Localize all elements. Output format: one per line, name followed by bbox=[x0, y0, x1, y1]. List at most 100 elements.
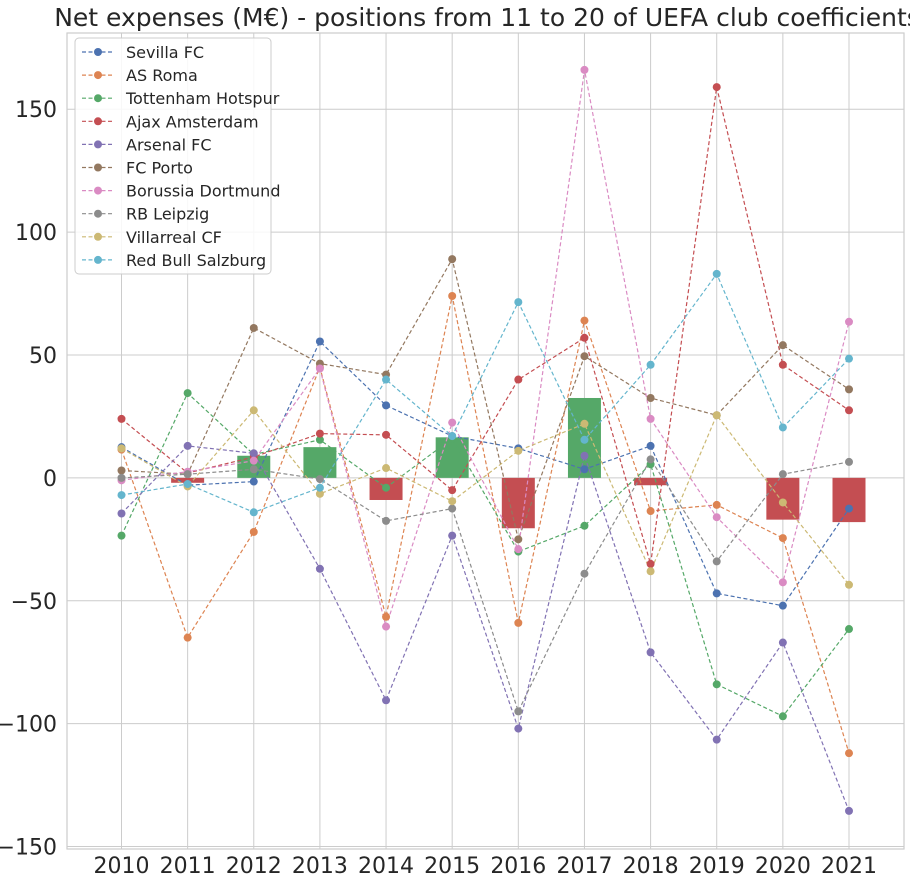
data-point bbox=[580, 316, 589, 325]
data-point bbox=[778, 423, 787, 432]
x-tick-label: 2012 bbox=[226, 854, 282, 879]
data-point bbox=[249, 456, 258, 465]
legend-label: Arsenal FC bbox=[126, 135, 212, 154]
legend-marker bbox=[94, 186, 102, 195]
data-point bbox=[845, 406, 853, 415]
data-point bbox=[580, 352, 589, 361]
data-point bbox=[845, 385, 853, 394]
x-axis-ticks: 2010 2011 2012 2013 2014 2015 2016 2017 2018 2019… bbox=[94, 854, 878, 879]
series-line bbox=[121, 272, 850, 513]
data-point bbox=[382, 464, 391, 473]
plot-frame bbox=[66, 32, 905, 850]
data-point bbox=[382, 696, 391, 705]
x-tick-label: 2018 bbox=[623, 854, 679, 879]
data-point bbox=[845, 580, 853, 589]
legend-label: Red Bull Salzburg bbox=[126, 251, 266, 270]
y-tick-label: −150 bbox=[0, 836, 57, 861]
data-point bbox=[448, 531, 457, 540]
data-point bbox=[514, 298, 523, 307]
x-tick-label: 2021 bbox=[821, 854, 877, 879]
grid bbox=[67, 33, 904, 849]
data-point bbox=[646, 441, 655, 450]
data-point bbox=[315, 364, 324, 373]
series-line bbox=[120, 392, 850, 718]
legend: Sevilla FC AS Roma Tottenham Hotspur Ajax A… bbox=[74, 37, 280, 275]
series-line bbox=[121, 340, 850, 607]
data-point bbox=[315, 429, 324, 438]
data-point bbox=[712, 589, 721, 598]
legend-marker bbox=[94, 71, 102, 80]
y-tick-label: 50 bbox=[29, 344, 57, 369]
legend-label: Tottenham Hotspur bbox=[125, 89, 280, 108]
x-tick-label: 2015 bbox=[424, 854, 480, 879]
legend-marker bbox=[94, 117, 102, 126]
y-tick-label: 0 bbox=[43, 467, 57, 492]
data-point bbox=[249, 527, 258, 536]
data-point bbox=[249, 477, 258, 486]
data-point bbox=[382, 612, 391, 621]
data-point bbox=[249, 465, 258, 474]
legend-label: Borussia Dortmund bbox=[126, 182, 280, 201]
legend-label: FC Porto bbox=[126, 159, 193, 178]
data-point bbox=[117, 491, 126, 500]
series-lines bbox=[120, 69, 850, 812]
data-point bbox=[845, 749, 853, 758]
bar bbox=[303, 447, 337, 478]
data-point bbox=[580, 521, 589, 530]
y-tick-label: 150 bbox=[15, 98, 57, 123]
bar bbox=[634, 477, 668, 486]
legend-marker bbox=[94, 48, 102, 56]
legend-label: Villarreal CF bbox=[126, 228, 222, 247]
data-point bbox=[249, 449, 258, 458]
data-point bbox=[183, 633, 192, 642]
x-tick-label: 2017 bbox=[556, 854, 612, 879]
data-point bbox=[580, 451, 589, 460]
x-tick-label: 2010 bbox=[94, 854, 150, 879]
data-point bbox=[580, 569, 589, 578]
series-line bbox=[121, 86, 850, 565]
legend-label: Ajax Amsterdam bbox=[126, 112, 259, 131]
data-point bbox=[778, 578, 787, 587]
y-tick-label: −50 bbox=[11, 590, 57, 615]
series-line bbox=[121, 257, 850, 542]
legend-marker bbox=[94, 94, 102, 103]
legend-marker bbox=[94, 163, 102, 172]
data-point bbox=[778, 470, 787, 479]
data-point bbox=[646, 360, 655, 369]
data-point bbox=[315, 435, 324, 444]
data-point bbox=[382, 516, 391, 525]
data-point bbox=[712, 680, 721, 689]
data-point bbox=[778, 638, 787, 647]
legend-marker bbox=[94, 255, 102, 264]
series-line bbox=[120, 295, 850, 754]
data-point bbox=[249, 323, 258, 332]
data-point bbox=[183, 441, 192, 450]
data-point bbox=[580, 333, 589, 342]
data-point bbox=[315, 564, 324, 573]
series-line bbox=[121, 409, 850, 586]
x-tick-label: 2011 bbox=[160, 854, 216, 879]
data-point bbox=[514, 446, 523, 455]
legend-label: Sevilla FC bbox=[126, 43, 204, 62]
y-tick-label: 100 bbox=[15, 221, 57, 246]
data-point bbox=[382, 401, 391, 410]
series-line bbox=[121, 445, 850, 812]
data-point bbox=[712, 557, 721, 566]
data-point bbox=[514, 618, 523, 627]
data-point bbox=[183, 480, 192, 489]
data-point bbox=[117, 531, 126, 540]
data-point bbox=[845, 806, 853, 815]
data-point bbox=[646, 455, 655, 464]
data-point bbox=[580, 65, 589, 74]
legend-box bbox=[74, 37, 272, 275]
data-point bbox=[448, 432, 457, 441]
legend-label: RB Leipzig bbox=[126, 205, 209, 224]
data-point bbox=[382, 375, 391, 384]
legend-label: AS Roma bbox=[126, 66, 198, 85]
y-tick-label: −100 bbox=[0, 713, 57, 738]
data-point bbox=[845, 625, 853, 634]
chart-title: Net expenses (M€) - positions from 11 to… bbox=[54, 3, 910, 32]
data-point bbox=[117, 466, 126, 475]
data-point bbox=[448, 291, 457, 300]
